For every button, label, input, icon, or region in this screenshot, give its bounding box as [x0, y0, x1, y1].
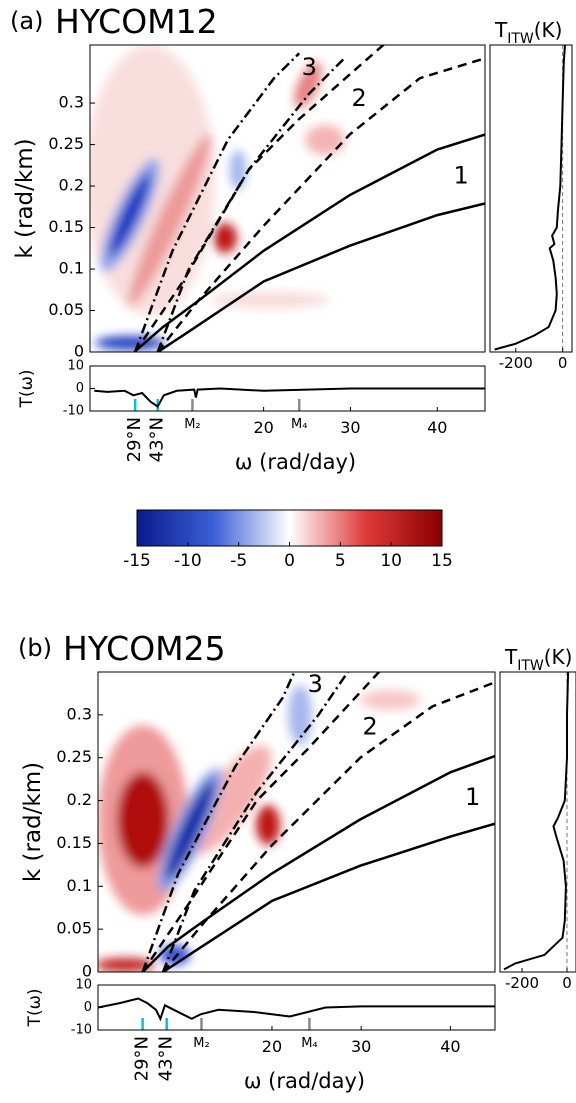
panel-label: (b)	[18, 634, 52, 662]
y-tick-label: 0.05	[56, 919, 92, 938]
profile-title-sub: ITW	[517, 658, 544, 674]
y-axis-label: T(ω)	[25, 989, 45, 1028]
profile	[503, 672, 570, 972]
heatmap-b	[98, 685, 420, 972]
colorbar-tick-label: 10	[380, 551, 402, 571]
y-tick-label: 10	[75, 978, 92, 993]
profile-title-main: T	[494, 18, 508, 42]
plot-frame	[89, 365, 486, 412]
mode-label: 3	[302, 53, 317, 81]
mode-label: 2	[362, 713, 377, 741]
mode-label: 1	[465, 783, 480, 811]
dispersion-curve	[133, 133, 485, 352]
plot-frame	[489, 44, 573, 353]
transfer-line	[97, 997, 495, 1022]
tide-label: M₂	[193, 1036, 209, 1051]
colorbar-tick-label: 15	[431, 551, 453, 571]
dispersion-curve	[156, 57, 346, 352]
x-tick-label: 40	[440, 1037, 460, 1056]
colorbar-tick-label: -5	[230, 551, 247, 571]
x-tick-label: 0	[562, 974, 572, 992]
y-tick-label: 0.25	[56, 747, 92, 766]
dispersion-curve	[156, 57, 485, 352]
x-tick-label: 30	[340, 418, 360, 437]
x-tick-label: 20	[262, 1037, 282, 1056]
x-axis-label: ω (rad/day)	[244, 1069, 365, 1093]
panel-title: HYCOM25	[63, 629, 226, 668]
mode-label: 2	[351, 84, 366, 112]
colorbar-tick-label: 5	[335, 551, 346, 571]
colorbar-tick-label: -10	[174, 551, 202, 571]
curves	[141, 672, 495, 972]
profile-line	[503, 672, 570, 971]
profile-title: TITW(K)	[494, 18, 562, 47]
y-tick-label: 0.3	[67, 704, 92, 723]
profile-line	[494, 45, 566, 351]
dispersion-curve	[157, 202, 485, 352]
y-tick-label: 0.15	[56, 833, 92, 852]
colorbar-tick-label: -15	[123, 551, 151, 571]
plot-frame	[89, 44, 486, 353]
y-tick-label: 0	[74, 342, 84, 361]
latitude-label: 43°N	[156, 1036, 177, 1081]
y-tick-label: 0.1	[67, 876, 92, 895]
y-tick-label: 0.15	[48, 217, 84, 236]
curves	[133, 45, 485, 352]
y-tick-label: 0	[82, 962, 92, 981]
heatmap-a	[90, 45, 345, 350]
transfer-line	[94, 387, 485, 408]
x-tick-label: -200	[499, 354, 533, 372]
latitude-label: 43°N	[147, 417, 168, 462]
dispersion-curve	[162, 681, 495, 972]
colorbar-tick-label: 0	[284, 551, 295, 571]
dispersion-curve	[162, 822, 495, 972]
plot-frame	[97, 984, 496, 1031]
y-tick-label: -10	[71, 1023, 92, 1038]
y-tick-label: 0.1	[59, 259, 84, 278]
x-tick-label: 0	[558, 354, 568, 372]
y-tick-label: 10	[67, 359, 84, 374]
tide-label: M₄	[301, 1036, 317, 1051]
y-tick-label: 0.2	[67, 790, 92, 809]
tide-label: M₂	[184, 417, 200, 432]
mode-label: 1	[453, 162, 468, 190]
dispersion-curve	[133, 52, 301, 352]
profile-title: TITW(K)	[504, 645, 572, 674]
y-axis-label: k (rad/km)	[20, 762, 46, 882]
y-tick-label: 0	[84, 1000, 92, 1015]
dispersion-curve	[141, 754, 495, 972]
latitude-label: 29°N	[124, 417, 145, 462]
mode-label: 3	[308, 670, 323, 698]
x-tick-label: 30	[351, 1037, 371, 1056]
y-tick-label: 0.25	[48, 134, 84, 153]
x-tick-label: 20	[253, 418, 273, 437]
profile-title-unit: (K)	[544, 645, 573, 669]
colorbar	[136, 509, 443, 547]
profile	[494, 45, 566, 352]
y-tick-label: 0.05	[48, 300, 84, 319]
y-axis-label: T(ω)	[17, 370, 37, 409]
profile-title-unit: (K)	[534, 18, 563, 42]
y-axis-label: k (rad/km)	[12, 138, 38, 258]
y-tick-label: 0	[76, 381, 84, 396]
profile-title-sub: ITW	[507, 31, 534, 47]
x-axis-label: ω (rad/day)	[235, 450, 356, 474]
tide-label: M₄	[291, 417, 307, 432]
plot-frame	[499, 671, 576, 973]
x-tick-label: -200	[505, 974, 539, 992]
plot-frame	[97, 671, 496, 973]
y-tick-label: 0.2	[59, 176, 84, 195]
dispersion-curve	[141, 672, 296, 972]
latitude-label: 29°N	[132, 1036, 153, 1081]
dispersion-curve	[161, 672, 349, 972]
profile-title-main: T	[504, 645, 518, 669]
panel-title: HYCOM12	[55, 2, 218, 41]
y-tick-label: 0.3	[59, 93, 84, 112]
x-tick-label: 40	[427, 418, 447, 437]
y-tick-label: -10	[63, 404, 84, 419]
panel-label: (a)	[10, 7, 43, 35]
